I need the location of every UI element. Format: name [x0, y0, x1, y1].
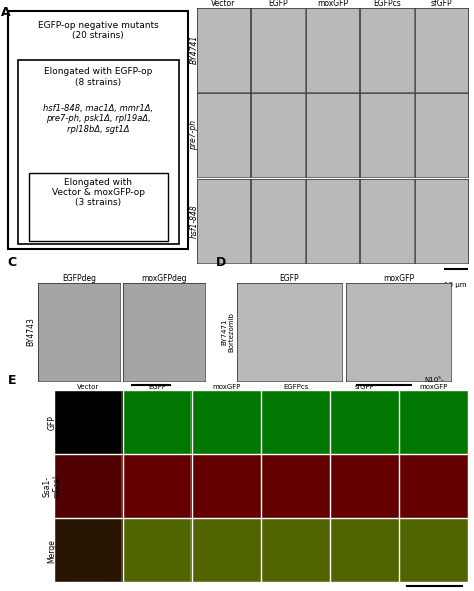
- Text: Elongated with EGFP-op
(8 strains): Elongated with EGFP-op (8 strains): [44, 67, 153, 87]
- Text: D: D: [216, 256, 226, 269]
- FancyBboxPatch shape: [29, 173, 168, 241]
- Title: N10⁵-
moxGFP: N10⁵- moxGFP: [420, 377, 448, 390]
- Text: A: A: [1, 6, 10, 19]
- Y-axis label: hsf1-848: hsf1-848: [190, 204, 199, 238]
- Y-axis label: Merge: Merge: [47, 539, 56, 563]
- Text: EGFP-op negative mutants
(20 strains): EGFP-op negative mutants (20 strains): [38, 21, 159, 40]
- Text: Elongated with
Vector & moxGFP-op
(3 strains): Elongated with Vector & moxGFP-op (3 str…: [52, 178, 145, 207]
- Title: EGFP: EGFP: [268, 0, 288, 8]
- Y-axis label: BY4741: BY4741: [190, 35, 199, 64]
- Y-axis label: pre7-ph: pre7-ph: [190, 120, 199, 150]
- FancyBboxPatch shape: [18, 60, 179, 244]
- Title: Vector: Vector: [211, 0, 236, 8]
- Text: B: B: [185, 0, 195, 2]
- Title: EGFP: EGFP: [280, 274, 299, 282]
- Title: EGFP: EGFP: [148, 384, 166, 390]
- Y-axis label: GFP: GFP: [47, 415, 56, 430]
- Y-axis label: BY4743: BY4743: [26, 317, 35, 346]
- Text: hsf1-848, mac1Δ, mmr1Δ,
pre7-ph, psk1Δ, rpl19aΔ,
rpl18bΔ, sgt1Δ: hsf1-848, mac1Δ, mmr1Δ, pre7-ph, psk1Δ, …: [43, 104, 154, 134]
- Y-axis label: BY7471
Bortezomib: BY7471 Bortezomib: [221, 312, 234, 352]
- Title: EGFPdeg: EGFPdeg: [62, 274, 96, 282]
- Y-axis label: Ssa1-
mScal: Ssa1- mScal: [42, 475, 62, 498]
- Title: sfGFP: sfGFP: [355, 384, 374, 390]
- Title: sfGFP: sfGFP: [431, 0, 452, 8]
- Title: moxGFP: moxGFP: [383, 274, 414, 282]
- FancyBboxPatch shape: [9, 11, 188, 249]
- Text: 10 μm: 10 μm: [373, 398, 395, 404]
- Title: moxGFPdeg: moxGFPdeg: [141, 274, 187, 282]
- Text: E: E: [8, 375, 16, 388]
- Text: C: C: [7, 256, 16, 269]
- Title: EGFPcs: EGFPcs: [283, 384, 309, 390]
- Title: moxGFP: moxGFP: [212, 384, 241, 390]
- Title: moxGFP: moxGFP: [317, 0, 348, 8]
- Title: Vector: Vector: [77, 384, 100, 390]
- Text: 10 μm: 10 μm: [445, 282, 467, 288]
- Text: 10 μm: 10 μm: [140, 398, 163, 404]
- Title: EGFPcs: EGFPcs: [373, 0, 401, 8]
